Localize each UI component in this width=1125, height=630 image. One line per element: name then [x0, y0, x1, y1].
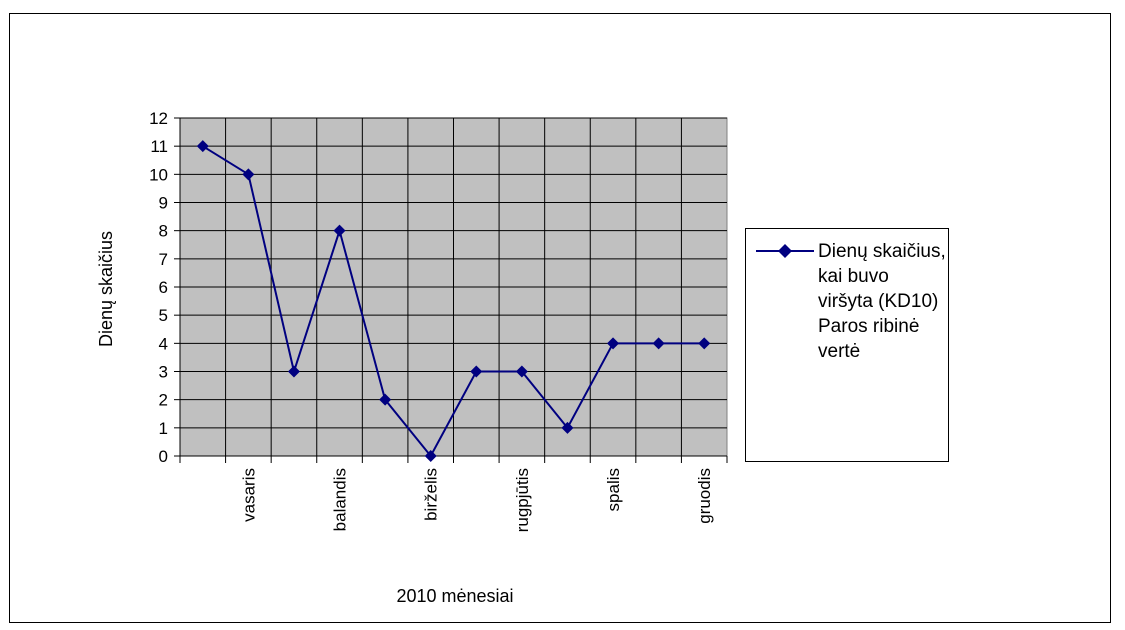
series-layer	[196, 140, 711, 462]
x-axis-title: 2010 mėnesiai	[396, 586, 513, 606]
x-tick-label: vasaris	[239, 468, 258, 522]
y-tick-label: 1	[159, 419, 168, 438]
data-point-marker	[287, 365, 300, 378]
data-point-marker	[607, 337, 620, 350]
plot-area	[179, 117, 728, 457]
y-tick-label: 0	[159, 447, 168, 466]
x-tick-label: rugpjūtis	[513, 468, 532, 532]
legend-series-marker	[756, 244, 814, 258]
data-point-marker	[196, 140, 209, 153]
y-tick-label: 6	[159, 278, 168, 297]
y-tick-label: 7	[159, 250, 168, 269]
x-tick-label: birželis	[422, 468, 441, 521]
data-point-marker	[652, 337, 665, 350]
y-axis-title: Dienų skaičius	[96, 231, 116, 347]
data-point-marker	[333, 224, 346, 237]
y-tick-label: 10	[149, 165, 168, 184]
x-axis-ticks: vasaris balandis birželis rugpjūtis spalis gr…	[179, 456, 728, 532]
legend-series-label: Dienų skaičius, kai buvo viršyta (KD10) …	[818, 241, 946, 362]
y-tick-label: 3	[159, 363, 168, 382]
y-tick-label: 4	[159, 334, 168, 353]
x-tick-label: balandis	[331, 468, 350, 531]
y-tick-label: 12	[149, 109, 168, 128]
data-point-marker	[470, 365, 483, 378]
y-tick-label: 8	[159, 222, 168, 241]
data-point-marker	[379, 393, 392, 406]
x-tick-label: gruodis	[695, 468, 714, 524]
legend: Dienų skaičius, kai buvo viršyta (KD10) …	[745, 228, 949, 462]
y-tick-label: 2	[159, 391, 168, 410]
data-point-marker	[698, 337, 711, 350]
data-point-marker	[242, 168, 255, 181]
y-tick-label: 11	[150, 137, 168, 156]
x-tick-label: spalis	[604, 468, 623, 511]
chart-frame	[9, 13, 1111, 623]
data-point-marker	[515, 365, 528, 378]
y-tick-label: 9	[159, 194, 168, 213]
data-point-marker	[561, 421, 574, 434]
y-tick-label: 5	[159, 306, 168, 325]
data-point-marker	[424, 450, 437, 462]
series-line	[202, 145, 705, 458]
